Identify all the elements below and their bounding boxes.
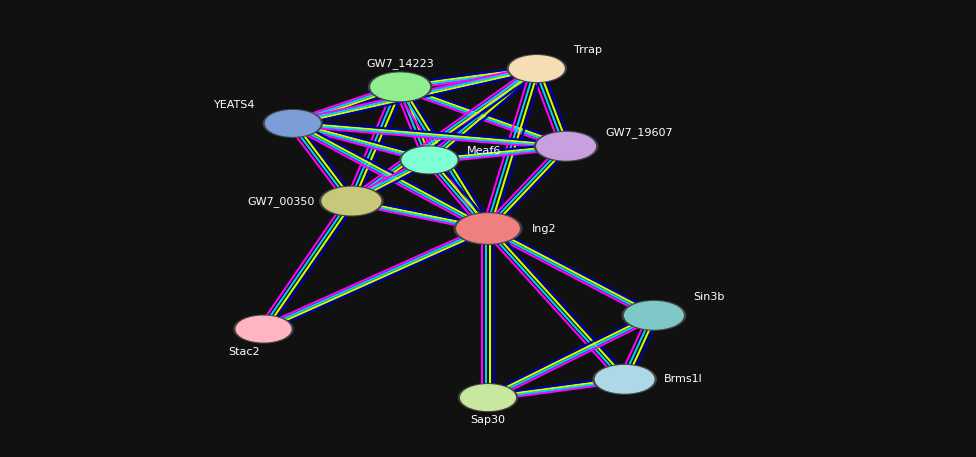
- Circle shape: [402, 147, 457, 173]
- Circle shape: [457, 214, 519, 243]
- Circle shape: [459, 384, 517, 411]
- Circle shape: [249, 322, 278, 336]
- Circle shape: [535, 132, 597, 161]
- Circle shape: [385, 80, 416, 95]
- Circle shape: [593, 365, 656, 394]
- Text: Ing2: Ing2: [532, 223, 556, 234]
- Circle shape: [336, 194, 367, 208]
- Text: Sap30: Sap30: [470, 415, 506, 425]
- Circle shape: [625, 302, 683, 329]
- Circle shape: [322, 187, 381, 215]
- Text: YEATS4: YEATS4: [214, 100, 256, 110]
- Circle shape: [265, 111, 320, 136]
- Circle shape: [473, 391, 503, 404]
- Circle shape: [415, 153, 444, 167]
- Circle shape: [236, 316, 291, 342]
- Circle shape: [522, 62, 551, 75]
- Circle shape: [371, 73, 429, 101]
- Circle shape: [609, 372, 641, 387]
- Text: Meaf6: Meaf6: [467, 146, 501, 156]
- Text: GW7_14223: GW7_14223: [366, 58, 434, 69]
- Text: Trrap: Trrap: [574, 45, 602, 55]
- Circle shape: [549, 138, 582, 154]
- Text: GW7_19607: GW7_19607: [605, 127, 672, 138]
- Text: Stac2: Stac2: [228, 347, 260, 357]
- Circle shape: [278, 117, 307, 130]
- Circle shape: [461, 385, 515, 410]
- Circle shape: [509, 56, 564, 81]
- Circle shape: [454, 213, 522, 244]
- Circle shape: [623, 301, 685, 330]
- Circle shape: [320, 186, 383, 216]
- Circle shape: [508, 55, 566, 82]
- Circle shape: [470, 220, 506, 237]
- Circle shape: [369, 72, 431, 101]
- Text: Brms1l: Brms1l: [664, 374, 703, 384]
- Circle shape: [595, 366, 654, 393]
- Text: Sin3b: Sin3b: [693, 292, 724, 302]
- Text: GW7_00350: GW7_00350: [247, 196, 314, 207]
- Circle shape: [400, 146, 459, 174]
- Circle shape: [537, 133, 595, 160]
- Circle shape: [234, 315, 293, 343]
- Circle shape: [638, 308, 671, 323]
- Circle shape: [264, 110, 322, 137]
